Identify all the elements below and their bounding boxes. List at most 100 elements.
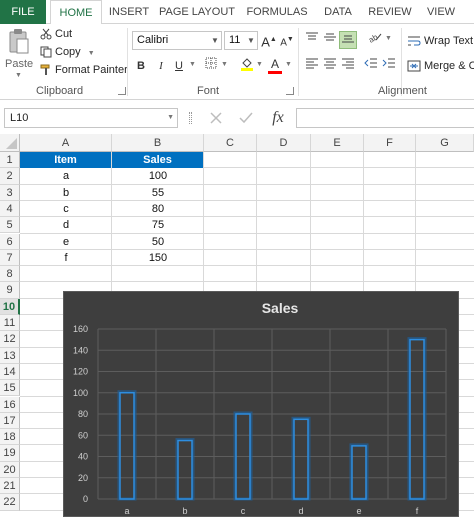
item-cell[interactable]: e (62, 235, 70, 248)
sales-cell[interactable]: 150 (148, 251, 168, 264)
row-header-14[interactable]: 14 (0, 363, 20, 381)
chevron-down-icon[interactable]: ▼ (247, 36, 255, 45)
tab-view[interactable]: VIEW (426, 6, 456, 18)
tab-page-layout[interactable]: PAGE LAYOUT (158, 6, 235, 18)
decrease-indent-button[interactable] (362, 57, 380, 75)
cancel-formula-button[interactable] (206, 109, 226, 127)
row-header-15[interactable]: 15 (0, 380, 20, 397)
chevron-down-icon[interactable]: ▼ (385, 35, 392, 42)
chevron-down-icon[interactable]: ▼ (211, 36, 219, 45)
font-color-button[interactable]: A (266, 55, 284, 74)
row-header-19[interactable]: 19 (0, 445, 20, 462)
cut-button[interactable]: Cut (40, 26, 72, 43)
paste-button[interactable]: Paste ▼ (4, 26, 34, 82)
merge-center-button[interactable]: Merge & C (407, 58, 474, 75)
item-cell[interactable]: b (62, 186, 70, 199)
sales-cell[interactable]: 75 (151, 219, 165, 232)
align-top-button[interactable] (303, 31, 321, 49)
orientation-button[interactable]: ab (366, 31, 384, 49)
increase-indent-button[interactable] (380, 57, 398, 75)
row-header-17[interactable]: 17 (0, 412, 20, 430)
shrink-font-button[interactable]: A▼ (280, 36, 294, 49)
tab-insert[interactable]: INSERT (108, 6, 150, 18)
tab-home[interactable]: HOME (50, 0, 102, 25)
x-tick-label: a (124, 506, 129, 516)
row-header-18[interactable]: 18 (0, 429, 20, 446)
select-all-button[interactable] (0, 134, 20, 152)
align-middle-button[interactable] (321, 31, 339, 49)
row-header-22[interactable]: 22 (0, 494, 20, 511)
header-cell-sales[interactable]: Sales (112, 152, 203, 168)
font-name-combo[interactable]: Calibri ▼ (132, 31, 222, 50)
grow-font-button[interactable]: A▲ (261, 34, 277, 50)
chevron-down-icon[interactable]: ▼ (221, 61, 228, 68)
column-header-b[interactable]: B (112, 134, 204, 152)
borders-button[interactable] (202, 57, 220, 75)
column-header-e[interactable]: E (311, 134, 364, 152)
row-header-8[interactable]: 8 (0, 266, 20, 283)
dialog-launcher-icon[interactable] (286, 87, 294, 95)
tab-data[interactable]: DATA (324, 6, 352, 18)
row-gridline (20, 183, 474, 185)
row-header-20[interactable]: 20 (0, 461, 20, 478)
name-box[interactable]: L10 ▼ (4, 108, 178, 128)
borders-icon (205, 57, 217, 69)
chevron-down-icon[interactable]: ▼ (256, 61, 263, 68)
sales-cell[interactable]: 50 (151, 235, 165, 248)
align-right-button[interactable] (339, 57, 357, 75)
formula-bar-grip[interactable] (189, 112, 192, 124)
row-header-5[interactable]: 5 (0, 217, 20, 234)
underline-button[interactable]: U (175, 60, 183, 72)
row-header-11[interactable]: 11 (0, 315, 20, 332)
tab-file[interactable]: FILE (0, 0, 46, 24)
column-header-a[interactable]: A (20, 134, 112, 152)
tab-review[interactable]: REVIEW (368, 6, 412, 18)
dialog-launcher-icon[interactable] (118, 87, 126, 95)
chevron-down-icon[interactable]: ▼ (167, 114, 174, 121)
italic-button[interactable]: I (159, 60, 163, 72)
row-header-6[interactable]: 6 (0, 233, 20, 250)
align-left-button[interactable] (303, 57, 321, 75)
row-header-3[interactable]: 3 (0, 184, 20, 201)
item-cell[interactable]: a (62, 170, 70, 183)
header-cell-item[interactable]: Item (20, 152, 111, 168)
item-cell[interactable]: f (64, 251, 68, 264)
wrap-text-button[interactable]: Wrap Text (407, 33, 473, 50)
bold-button[interactable]: B (137, 60, 145, 72)
row-header-1[interactable]: 1 (0, 152, 20, 169)
row-header-2[interactable]: 2 (0, 168, 20, 185)
sales-cell[interactable]: 55 (151, 186, 165, 199)
chevron-down-icon[interactable]: ▼ (285, 61, 292, 68)
sales-chart[interactable]: Sales 0 20 40 60 80 100 120 140 160 a b c d e f (63, 291, 459, 517)
row-header-21[interactable]: 21 (0, 478, 20, 495)
font-size-combo[interactable]: 11 ▼ (224, 31, 258, 50)
enter-formula-button[interactable] (236, 109, 256, 127)
column-header-c[interactable]: C (204, 134, 257, 152)
item-cell[interactable]: c (63, 202, 69, 215)
column-header-f[interactable]: F (364, 134, 416, 152)
item-cell[interactable]: d (62, 219, 70, 232)
column-header-g[interactable]: G (416, 134, 474, 152)
row-header-13[interactable]: 13 (0, 347, 20, 364)
align-bottom-button[interactable] (339, 31, 357, 49)
row-header-9[interactable]: 9 (0, 282, 20, 299)
decrease-indent-icon (364, 58, 377, 68)
copy-button[interactable]: Copy ▼ (40, 44, 95, 61)
format-painter-button[interactable]: Format Painter (40, 62, 128, 79)
row-header-16[interactable]: 16 (0, 396, 20, 413)
tab-formulas[interactable]: FORMULAS (246, 6, 308, 18)
insert-function-button[interactable]: fx (266, 107, 290, 129)
row-header-7[interactable]: 7 (0, 249, 20, 267)
chevron-down-icon: ▼ (87, 50, 95, 57)
align-center-button[interactable] (321, 57, 339, 75)
column-header-d[interactable]: D (257, 134, 311, 152)
alignment-group-label: Alignment (378, 85, 427, 97)
formula-input[interactable] (296, 108, 474, 128)
sales-cell[interactable]: 100 (148, 170, 168, 183)
fill-color-button[interactable] (238, 57, 256, 75)
sales-cell[interactable]: 80 (151, 202, 165, 215)
row-header-12[interactable]: 12 (0, 331, 20, 348)
chevron-down-icon[interactable]: ▼ (189, 61, 196, 68)
row-header-10[interactable]: 10 (0, 298, 20, 315)
row-header-4[interactable]: 4 (0, 200, 20, 218)
